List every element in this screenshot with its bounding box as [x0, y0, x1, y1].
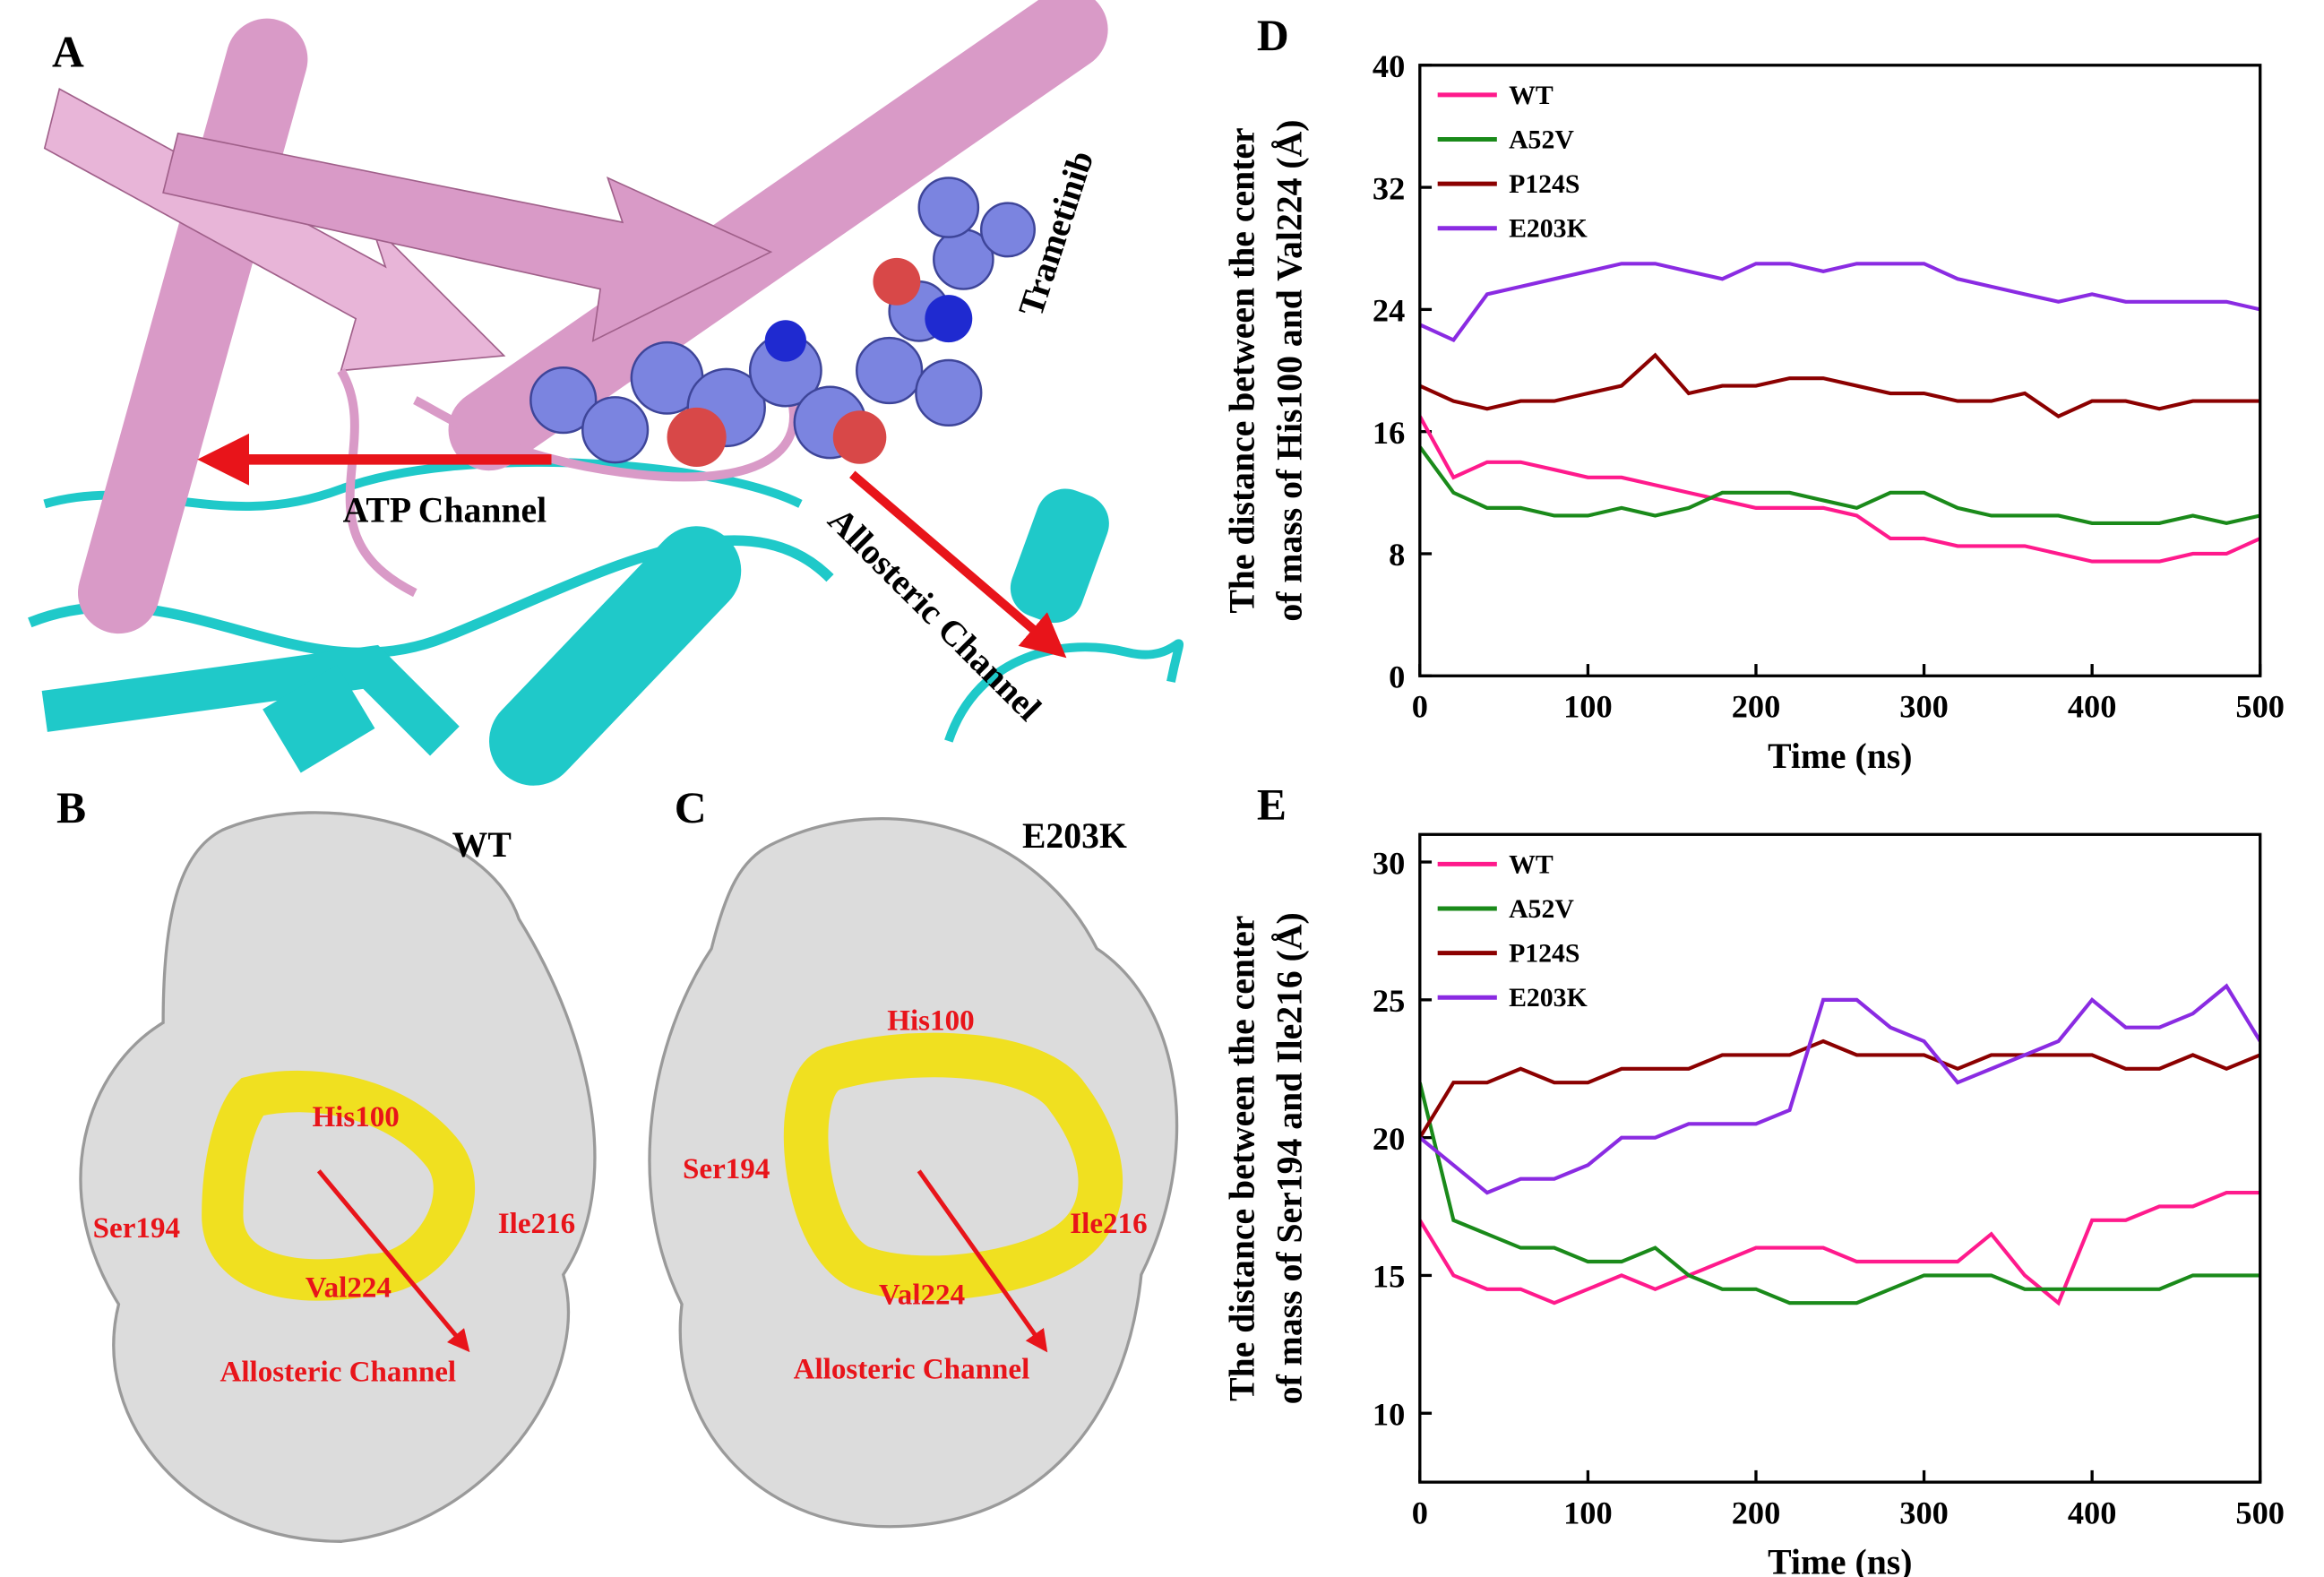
pink-loop [337, 353, 798, 598]
panel-label: D [1257, 11, 1289, 60]
atp-channel-label: ATP Channel [343, 490, 547, 530]
ligand-spheres [529, 177, 1036, 464]
pink-helix [448, 0, 1108, 471]
series-line [1419, 352, 2260, 419]
x-tick-label: 200 [1732, 1495, 1781, 1530]
variant-label: E203K [1022, 816, 1127, 856]
channel-label: Allosteric Channel [219, 1357, 456, 1389]
series-line [1419, 983, 2260, 1195]
cyan-loop [944, 639, 1184, 743]
y-tick-label: 20 [1373, 1121, 1405, 1157]
oxygen-atom [832, 410, 887, 464]
x-tick-label: 100 [1563, 689, 1613, 725]
residue-label: Val224 [879, 1280, 965, 1312]
residue-label: Ser194 [93, 1212, 180, 1245]
residue-label: Ser194 [683, 1153, 770, 1185]
atom [529, 366, 598, 435]
x-tick-label: 0 [1412, 1495, 1428, 1530]
y-tick-label: 8 [1389, 537, 1405, 573]
atom [915, 358, 983, 427]
y-tick-label: 40 [1373, 48, 1405, 84]
legend-label: WT [1509, 81, 1554, 110]
panel-label: A [52, 27, 84, 76]
cyan-helix [1010, 488, 1109, 624]
atom [856, 336, 924, 405]
pocket-ring [783, 1032, 1123, 1301]
panel-b-surface [79, 811, 597, 1543]
y-tick-label: 32 [1373, 170, 1405, 206]
legend-label: E203K [1509, 214, 1588, 244]
plot-frame [1418, 832, 2262, 1484]
x-axis-title: Time (ns) [1768, 737, 1912, 776]
y-tick-label: 24 [1373, 293, 1405, 329]
x-tick-label: 400 [2068, 689, 2117, 725]
panel-a-structure [28, 0, 1184, 786]
variant-label: WT [452, 825, 512, 865]
legend-label: A52V [1509, 894, 1574, 924]
plot-frame [1418, 64, 2262, 677]
y-axis-title: of mass of His100 and Val224 (Å) [1270, 119, 1309, 621]
series-line [1419, 262, 2260, 343]
x-tick-label: 300 [1899, 1495, 1949, 1530]
atom [581, 396, 650, 464]
y-tick-label: 25 [1373, 983, 1405, 1019]
channel-arrow [917, 1169, 1048, 1353]
cyan-sheet [41, 644, 460, 756]
y-tick-label: 15 [1373, 1259, 1405, 1295]
x-tick-label: 100 [1563, 1495, 1613, 1530]
allosteric-arrow [849, 470, 1067, 659]
protein-surface [79, 811, 597, 1543]
plot-area [1419, 983, 2260, 1306]
y-axis-title: of mass of Ser194 and Ile216 (Å) [1270, 912, 1309, 1404]
y-axis-title: The distance between the center [1223, 127, 1262, 613]
panel-label: E [1257, 780, 1287, 830]
pink-sheet [162, 132, 773, 342]
series-line [1419, 1081, 2260, 1306]
nitrogen-atom [925, 295, 973, 343]
nitrogen-atom [764, 320, 807, 362]
residue-label: His100 [312, 1101, 399, 1133]
residue-label: His100 [887, 1005, 974, 1038]
y-tick-label: 0 [1389, 659, 1405, 695]
channel-label: Allosteric Channel [794, 1353, 1030, 1385]
oxygen-atom [667, 407, 727, 468]
legend-label: P124S [1509, 939, 1579, 969]
channel-arrow [316, 1169, 470, 1353]
x-tick-label: 0 [1412, 689, 1428, 725]
y-tick-label: 16 [1373, 415, 1405, 451]
series-line [1419, 415, 2260, 564]
pink-sheet [43, 88, 506, 372]
residue-label: Ile216 [1070, 1208, 1147, 1240]
x-tick-label: 500 [2235, 689, 2285, 725]
oxygen-atom [873, 257, 921, 306]
residue-label: Val224 [306, 1271, 392, 1304]
x-tick-label: 200 [1732, 689, 1781, 725]
cyan-helix [489, 526, 742, 786]
y-tick-label: 10 [1373, 1396, 1405, 1432]
x-tick-label: 400 [2068, 1495, 2117, 1530]
plot-area [1419, 262, 2260, 564]
cyan-helix [263, 664, 375, 773]
legend-label: WT [1509, 849, 1554, 879]
series-line [1419, 445, 2260, 526]
atom [979, 202, 1036, 258]
atom [917, 177, 980, 238]
series-line [1419, 1191, 2260, 1306]
y-tick-label: 30 [1373, 845, 1405, 881]
series-line [1419, 1038, 2260, 1139]
legend-label: E203K [1509, 983, 1588, 1013]
legend-label: A52V [1509, 125, 1574, 154]
legend-label: P124S [1509, 169, 1579, 199]
x-tick-label: 300 [1899, 689, 1949, 725]
pocket-ring [202, 1070, 475, 1301]
x-tick-label: 500 [2235, 1495, 2285, 1530]
x-axis-title: Time (ns) [1768, 1543, 1912, 1577]
panel-label: C [675, 783, 707, 832]
residue-label: Ile216 [498, 1208, 575, 1240]
panel-c-surface [648, 817, 1179, 1529]
y-axis-title: The distance between the center [1223, 916, 1262, 1401]
panel-label: B [56, 783, 86, 832]
